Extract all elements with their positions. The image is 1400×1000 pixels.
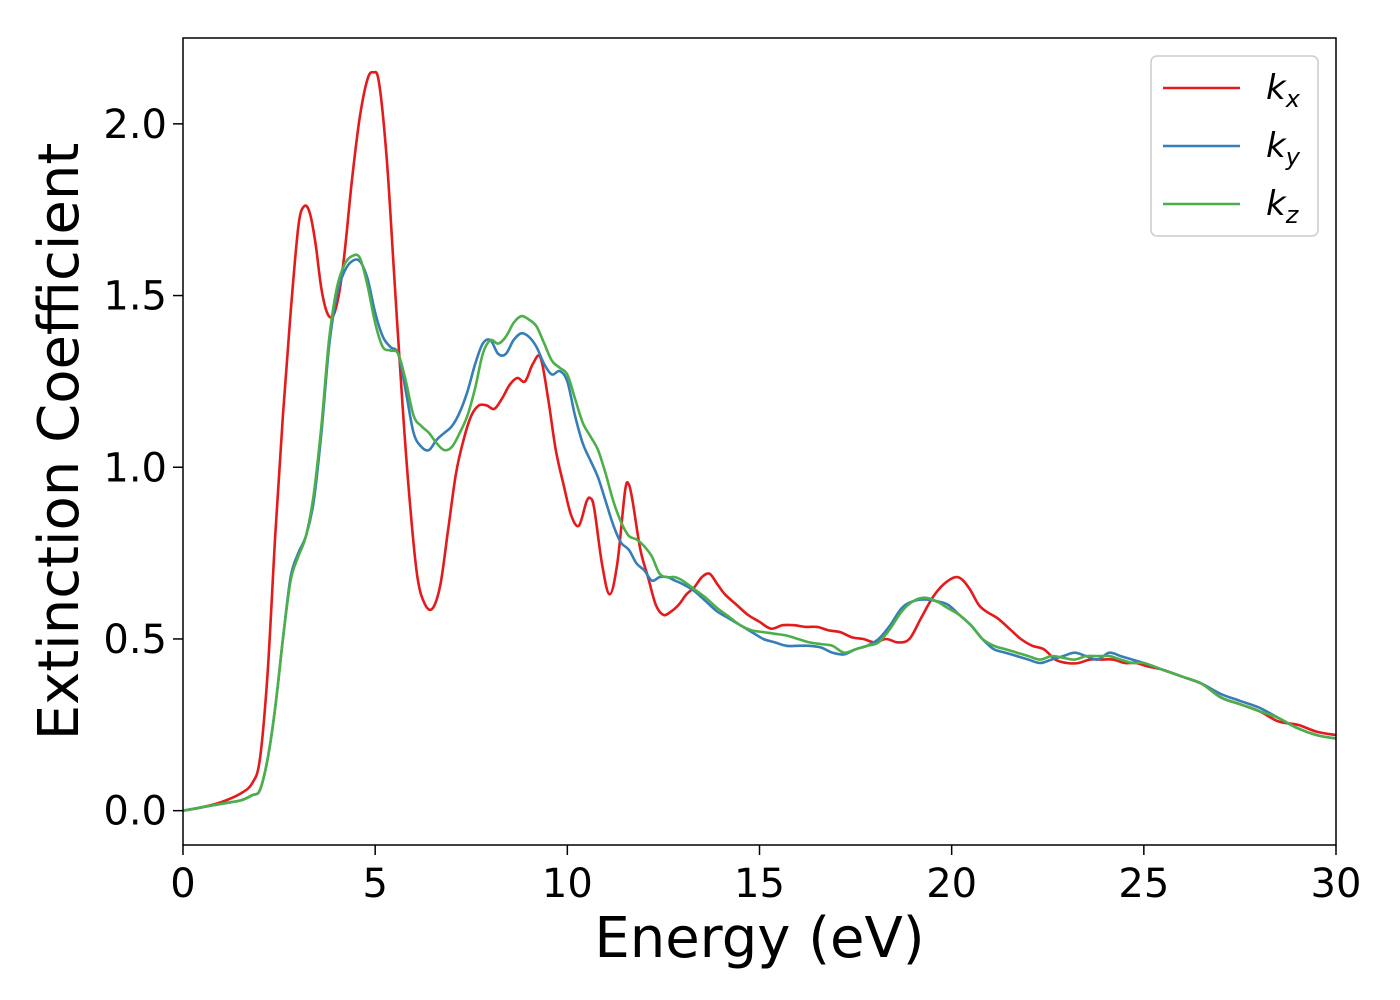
x-tick-label: 10	[542, 861, 593, 907]
legend-symbol: k	[1266, 184, 1287, 224]
legend-subscript: z	[1285, 201, 1300, 229]
y-tick-label: 2.0	[103, 102, 167, 148]
x-tick-label: 0	[170, 861, 195, 907]
legend-symbol: k	[1266, 68, 1287, 108]
legend-symbol: k	[1266, 126, 1287, 166]
y-axis-label: Extinction Coefficient	[27, 143, 92, 741]
plot-lines	[183, 70, 1336, 812]
x-axis-label: Energy (eV)	[594, 906, 924, 971]
legend-label-kx: kx	[1266, 68, 1301, 113]
legend-subscript: y	[1285, 143, 1301, 171]
x-tick-label: 5	[362, 861, 387, 907]
series-line-kx	[183, 70, 1336, 812]
x-tick-label: 15	[734, 861, 785, 907]
y-axis: 0.0 0.5 1.0 1.5 2.0	[103, 102, 183, 835]
legend-label-kz: kz	[1266, 184, 1300, 229]
x-axis: 0 5 10 15 20 25 30	[170, 845, 1361, 907]
y-tick-label: 1.5	[103, 274, 167, 320]
series-line-ky	[183, 258, 1336, 812]
x-tick-label: 20	[926, 861, 977, 907]
y-tick-label: 0.5	[103, 617, 167, 663]
legend-subscript: x	[1285, 85, 1301, 113]
x-tick-label: 30	[1311, 861, 1362, 907]
legend-label-ky: ky	[1266, 126, 1301, 171]
y-tick-label: 1.0	[103, 445, 167, 491]
x-tick-label: 25	[1118, 861, 1169, 907]
y-tick-label: 0.0	[103, 789, 167, 835]
series-line-kz	[183, 253, 1336, 812]
